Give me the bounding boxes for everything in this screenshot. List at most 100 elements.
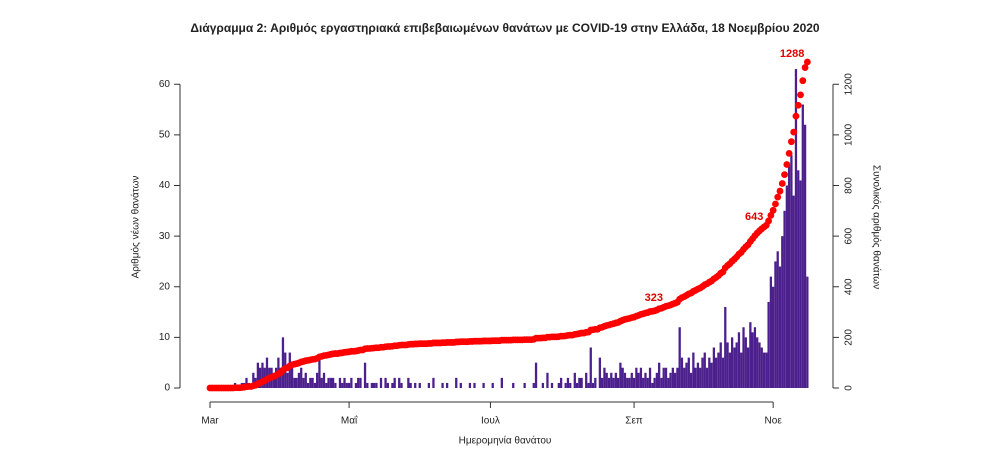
- bar: [614, 372, 617, 388]
- bar: [587, 382, 590, 388]
- bar: [644, 372, 647, 388]
- y2-tick-label: 0: [844, 385, 855, 391]
- bar: [756, 337, 759, 388]
- bar: [705, 367, 709, 388]
- y2-tick-label: 200: [844, 329, 855, 346]
- bar: [751, 332, 754, 388]
- cumulative-point: [788, 138, 795, 146]
- bar: [626, 377, 629, 388]
- bar: [653, 377, 656, 388]
- bar: [318, 357, 321, 388]
- bar: [345, 382, 348, 388]
- bar: [712, 347, 716, 388]
- cumulative-point: [776, 187, 784, 195]
- bar: [710, 362, 713, 388]
- bar: [673, 372, 677, 388]
- y2-tick-label: 400: [844, 278, 855, 295]
- bar: [256, 362, 260, 388]
- y-axis-label: Αριθμός νέων θανάτων: [130, 176, 142, 279]
- bar: [350, 377, 353, 388]
- bar: [295, 377, 298, 388]
- bar: [316, 372, 319, 388]
- bar: [550, 382, 554, 388]
- bar: [806, 276, 809, 388]
- bar: [783, 210, 786, 388]
- bar: [621, 367, 624, 388]
- bar: [245, 377, 248, 388]
- bar: [386, 382, 389, 388]
- bar: [400, 382, 403, 388]
- bar: [338, 377, 342, 388]
- bar: [578, 377, 581, 388]
- bar: [692, 352, 695, 388]
- y2-tick-label: 600: [844, 227, 855, 244]
- bar: [585, 372, 588, 388]
- bar: [304, 372, 307, 388]
- bar: [259, 367, 262, 388]
- bar: [393, 377, 396, 388]
- cumulative-point: [801, 64, 809, 71]
- bar: [642, 377, 645, 388]
- bar: [662, 367, 665, 388]
- bar: [630, 372, 633, 388]
- cumulative-point: [792, 112, 800, 120]
- bar: [534, 362, 538, 388]
- bar: [589, 347, 592, 388]
- bar: [603, 367, 606, 388]
- bar: [683, 367, 686, 388]
- bar: [598, 357, 602, 388]
- y-tick-label: 0: [164, 383, 170, 394]
- annotation: 1288: [780, 48, 804, 60]
- y-tick-label: 30: [159, 231, 171, 242]
- bar: [760, 347, 763, 388]
- bar: [669, 372, 672, 388]
- cumulative-point: [778, 180, 786, 187]
- bar: [728, 352, 731, 388]
- y-tick-label: 60: [159, 79, 171, 90]
- bar: [801, 104, 804, 388]
- bar: [794, 69, 798, 388]
- bar: [432, 377, 435, 388]
- x-tick-label: Ιουλ: [481, 416, 500, 427]
- bar: [320, 377, 323, 388]
- bar: [557, 382, 560, 388]
- annotation: 323: [645, 292, 663, 304]
- bar: [441, 382, 444, 388]
- cumulative-point: [797, 91, 804, 99]
- bar: [468, 382, 472, 388]
- bar: [559, 377, 563, 388]
- cumulative-point: [790, 128, 798, 136]
- bar: [334, 382, 337, 388]
- bar: [610, 372, 613, 388]
- bar: [637, 372, 640, 388]
- bar: [740, 352, 743, 388]
- bar: [313, 382, 317, 388]
- bar: [726, 342, 729, 388]
- bar: [765, 352, 768, 388]
- bar: [658, 362, 661, 388]
- bar: [651, 382, 654, 388]
- bar: [664, 367, 668, 388]
- bar: [655, 372, 659, 388]
- bar: [769, 276, 773, 388]
- bar: [300, 367, 303, 388]
- cumulative-point: [767, 211, 775, 219]
- x-tick-label: Σεπ: [625, 416, 643, 427]
- bar: [803, 124, 807, 388]
- bar: [778, 266, 782, 388]
- bar: [580, 377, 583, 388]
- bar: [601, 377, 604, 388]
- cumulative-point: [772, 200, 779, 208]
- bar: [680, 357, 684, 388]
- bar: [792, 195, 795, 388]
- bar: [797, 170, 800, 388]
- cumulative-point: [785, 149, 793, 157]
- bar: [717, 352, 720, 388]
- cumulative-point: [774, 193, 782, 201]
- bar: [767, 301, 770, 388]
- bar: [288, 352, 291, 388]
- y-tick-label: 50: [159, 130, 171, 141]
- bar: [616, 377, 620, 388]
- bar: [329, 377, 332, 388]
